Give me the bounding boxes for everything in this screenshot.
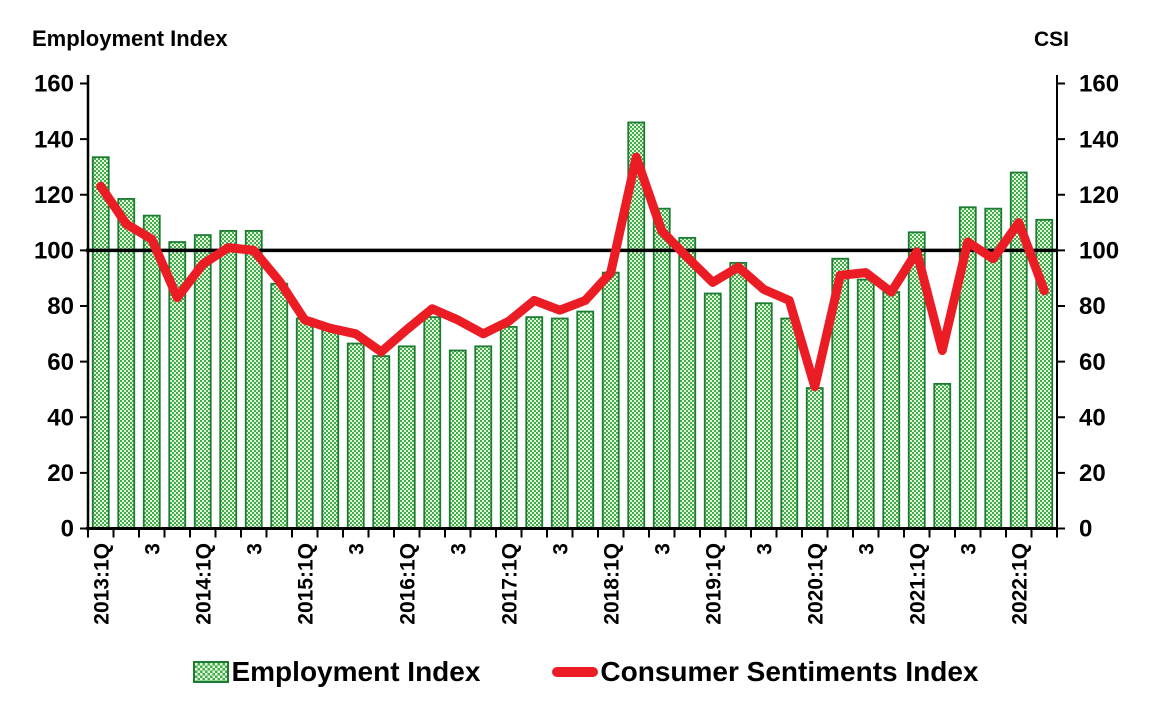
x-tick-label: 3 bbox=[651, 543, 674, 555]
y-tick-label-left: 0 bbox=[61, 516, 74, 543]
y-tick-label-left: 40 bbox=[47, 404, 74, 431]
x-axis-labels: 2013:1Q 3 2014:1Q 3 2015:1Q 3 2016:1Q 3 2017:1Q 3… bbox=[90, 543, 1031, 625]
consumer-sentiments-line-swatch bbox=[552, 667, 599, 677]
x-axis-ticks bbox=[87, 529, 1058, 538]
bar-2020:3Q bbox=[856, 278, 875, 530]
bar-2017:2Q bbox=[525, 316, 544, 530]
y-tick-label-right: 0 bbox=[1079, 516, 1092, 543]
bar-2017:4Q bbox=[576, 310, 595, 530]
bar-2017:3Q bbox=[550, 317, 569, 530]
bar-2013:1Q bbox=[91, 156, 110, 530]
bar-2013:2Q bbox=[117, 198, 136, 530]
y-tick-label-left: 120 bbox=[34, 182, 74, 209]
y-tick-label-right: 160 bbox=[1079, 71, 1119, 98]
x-tick-label: 2021:1Q bbox=[906, 543, 929, 625]
legend-item-employment-index: Employment Index bbox=[193, 656, 480, 688]
bar-2019:2Q bbox=[729, 261, 748, 530]
y-tick-label-right: 80 bbox=[1079, 293, 1106, 320]
bar-2021:2Q bbox=[933, 382, 952, 530]
x-tick-label: 3 bbox=[549, 543, 572, 555]
y-tick-label-right: 140 bbox=[1079, 126, 1119, 153]
y-tick-label-right: 40 bbox=[1079, 404, 1106, 431]
bar-2014:4Q bbox=[270, 282, 289, 530]
legend-label-employment-index: Employment Index bbox=[231, 656, 481, 687]
chart-legend: Employment Index Consumer Sentiments Ind… bbox=[0, 656, 1172, 688]
y-axis-ticks: 0 0 20 20 40 40 60 60 80 80 100 100 120 120 140 140 160 1… bbox=[34, 71, 1119, 543]
chart-plot: 0 0 20 20 40 40 60 60 80 80 100 100 120 120 140 140 160 1… bbox=[34, 71, 1119, 625]
bar-2020:1Q bbox=[805, 387, 824, 530]
x-tick-label: 3 bbox=[957, 543, 980, 555]
x-tick-label: 3 bbox=[345, 543, 368, 555]
bar-2017:1Q bbox=[499, 325, 518, 530]
x-tick-label: 2013:1Q bbox=[90, 543, 113, 625]
bar-2018:1Q bbox=[601, 271, 620, 530]
x-tick-label: 2017:1Q bbox=[498, 543, 521, 625]
y-tick-label-right: 120 bbox=[1079, 182, 1119, 209]
bar-2018:4Q bbox=[678, 236, 697, 530]
y-tick-label-left: 100 bbox=[34, 238, 74, 265]
x-tick-label: 2020:1Q bbox=[804, 543, 827, 625]
x-tick-label: 2022:1Q bbox=[1008, 543, 1031, 625]
bar-2019:4Q bbox=[780, 317, 799, 530]
y-tick-label-left: 80 bbox=[47, 293, 74, 320]
bar-2015:4Q bbox=[372, 355, 391, 530]
employment-index-bars bbox=[91, 121, 1054, 530]
bar-2016:3Q bbox=[448, 349, 467, 530]
bar-2016:2Q bbox=[423, 316, 442, 530]
legend-label-consumer-sentiments: Consumer Sentiments Index bbox=[600, 656, 979, 687]
y-tick-label-right: 100 bbox=[1079, 238, 1119, 265]
x-tick-label: 3 bbox=[243, 543, 266, 555]
y-tick-label-left: 60 bbox=[47, 349, 74, 376]
y-tick-label-left: 160 bbox=[34, 71, 74, 98]
left-axis-title: Employment Index bbox=[32, 26, 228, 51]
x-tick-label: 3 bbox=[855, 543, 878, 555]
bar-2019:3Q bbox=[754, 302, 773, 530]
y-tick-label-left: 140 bbox=[34, 126, 74, 153]
bar-2014:2Q bbox=[219, 230, 238, 530]
employment-index-bar-swatch bbox=[193, 661, 230, 683]
consumer-sentiments-line bbox=[96, 152, 1049, 392]
bar-2020:4Q bbox=[882, 291, 901, 530]
x-tick-label: 2016:1Q bbox=[396, 543, 419, 625]
x-tick-label: 2014:1Q bbox=[192, 543, 215, 625]
legend-item-consumer-sentiments: Consumer Sentiments Index bbox=[552, 656, 979, 688]
x-tick-label: 2018:1Q bbox=[600, 543, 623, 625]
right-axis-title: CSI bbox=[1034, 28, 1070, 51]
bar-2016:4Q bbox=[474, 345, 493, 530]
bar-2015:3Q bbox=[346, 342, 365, 530]
x-tick-label: 3 bbox=[141, 543, 164, 555]
bar-2016:1Q bbox=[397, 345, 416, 530]
y-tick-label-right: 20 bbox=[1079, 460, 1106, 487]
x-tick-label: 3 bbox=[753, 543, 776, 555]
bar-2015:1Q bbox=[295, 317, 314, 530]
bar-2019:1Q bbox=[703, 292, 722, 530]
x-tick-label: 2015:1Q bbox=[294, 543, 317, 625]
x-tick-label: 3 bbox=[447, 543, 470, 555]
bar-2014:3Q bbox=[244, 230, 263, 530]
y-tick-label-left: 20 bbox=[47, 460, 74, 487]
y-tick-label-right: 60 bbox=[1079, 349, 1106, 376]
bar-2014:1Q bbox=[193, 234, 212, 530]
bar-2018:3Q bbox=[652, 207, 671, 530]
bar-2015:2Q bbox=[321, 328, 340, 530]
x-tick-label: 2019:1Q bbox=[702, 543, 725, 625]
